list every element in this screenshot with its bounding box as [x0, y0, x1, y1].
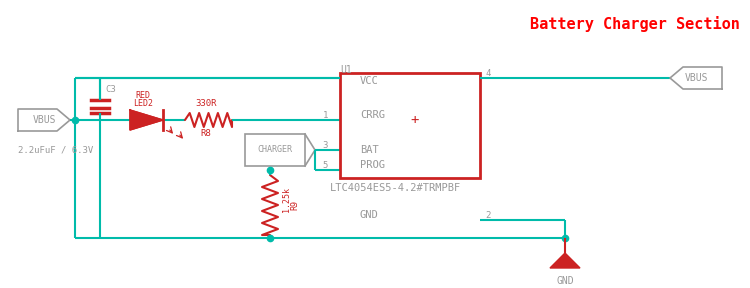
- Text: C3: C3: [105, 86, 116, 94]
- Text: VBUS: VBUS: [32, 115, 56, 125]
- Text: VBUS: VBUS: [684, 73, 708, 83]
- Text: R9: R9: [290, 200, 299, 210]
- Polygon shape: [550, 253, 580, 268]
- Text: PROG: PROG: [360, 160, 385, 170]
- Text: RED: RED: [136, 92, 151, 101]
- Text: 4: 4: [485, 69, 490, 77]
- Text: LED2: LED2: [133, 99, 153, 109]
- Text: 5: 5: [322, 162, 328, 170]
- Text: Battery Charger Section: Battery Charger Section: [530, 16, 740, 32]
- Text: 3: 3: [322, 141, 328, 151]
- Text: U1: U1: [340, 65, 352, 75]
- FancyBboxPatch shape: [245, 134, 305, 166]
- Text: +: +: [410, 113, 419, 127]
- Text: CRRG: CRRG: [360, 110, 385, 120]
- Text: 1.25k: 1.25k: [282, 187, 291, 213]
- Text: CHARGER: CHARGER: [257, 145, 292, 154]
- Text: BAT: BAT: [360, 145, 379, 155]
- Text: 330R: 330R: [195, 99, 217, 109]
- Text: GND: GND: [556, 276, 574, 286]
- Text: LTC4054ES5-4.2#TRMPBF: LTC4054ES5-4.2#TRMPBF: [330, 183, 461, 193]
- Text: 2.2uFuF / 6.3V: 2.2uFuF / 6.3V: [18, 145, 93, 154]
- FancyBboxPatch shape: [340, 73, 480, 178]
- Text: VCC: VCC: [360, 75, 379, 86]
- Text: R8: R8: [200, 128, 211, 137]
- Text: 1: 1: [322, 111, 328, 120]
- Text: GND: GND: [360, 210, 379, 220]
- Text: 2: 2: [485, 211, 490, 219]
- Polygon shape: [130, 110, 163, 130]
